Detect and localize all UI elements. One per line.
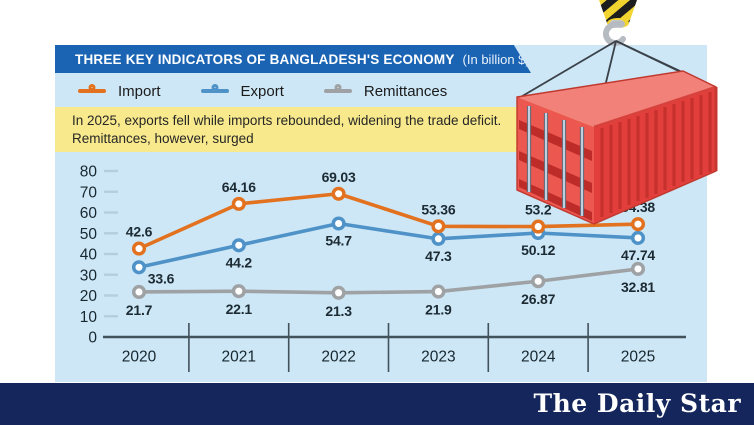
title-banner: THREE KEY INDICATORS OF BANGLADESH'S ECO… (55, 45, 531, 73)
legend-item-export: Export (200, 82, 284, 100)
daily-star-logo: The Daily Star (533, 388, 741, 418)
legend-label: Export (240, 82, 284, 100)
legend-item-import: Import (78, 83, 161, 100)
legend-marker-icon (323, 84, 352, 98)
chart-legend: Import Export Remittances (78, 79, 447, 103)
legend-label: Import (118, 82, 161, 100)
annotation-line-2: Remittances, however, surged (72, 130, 254, 146)
legend-label: Remittances (363, 82, 448, 100)
legend-marker-icon (200, 84, 229, 98)
footer-bar: The Daily Star (0, 383, 754, 425)
annotation-line-1: In 2025, exports fell while imports rebo… (72, 113, 502, 128)
crane-shackle (610, 20, 624, 28)
crane-strap-tip (607, 18, 629, 28)
crane-hook-icon (603, 20, 626, 46)
legend-marker-icon (78, 84, 106, 98)
unit-note: (In billion $) (462, 51, 530, 67)
legend-item-remittances: Remittances (323, 82, 448, 100)
crane-strap (599, 0, 637, 23)
annotation-box: In 2025, exports fell while imports rebo… (55, 107, 707, 152)
page-title: THREE KEY INDICATORS OF BANGLADESH'S ECO… (75, 51, 455, 67)
